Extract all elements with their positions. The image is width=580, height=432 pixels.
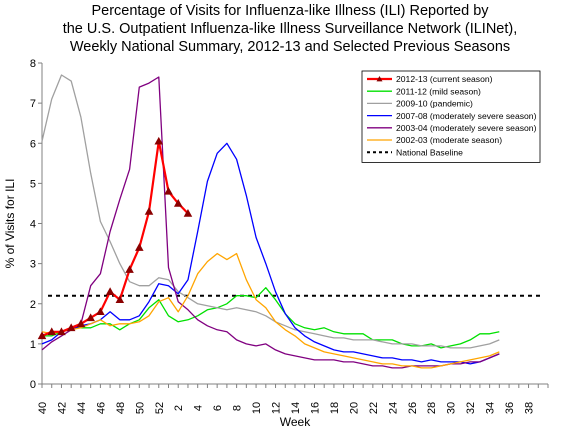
x-tick-label: 22 xyxy=(368,402,380,414)
point-2012-13 xyxy=(105,287,115,295)
x-tick-label: 30 xyxy=(446,402,458,414)
x-axis-label: Week xyxy=(280,415,311,429)
x-tick-label: 18 xyxy=(329,402,341,414)
x-tick-label: 42 xyxy=(56,402,68,414)
legend-label: 2007-08 (moderately severe season) xyxy=(396,111,537,121)
x-tick-label: 48 xyxy=(115,402,127,414)
chart-title-line-2: the U.S. Outpatient Influenza-like Illne… xyxy=(62,21,518,37)
point-2012-13 xyxy=(37,331,47,340)
point-2012-13 xyxy=(96,307,105,316)
point-2012-13 xyxy=(154,136,164,145)
x-tick-label: 44 xyxy=(76,402,88,414)
legend-label: 2009-10 (pandemic) xyxy=(396,99,473,109)
x-tick-label: 34 xyxy=(485,402,497,414)
x-tick-label: 26 xyxy=(407,402,419,414)
x-tick-label: 20 xyxy=(348,402,360,414)
series-line-2007-08 xyxy=(41,142,500,365)
x-tick-label: 28 xyxy=(426,402,438,414)
point-2012-13 xyxy=(164,186,173,195)
point-2012-13 xyxy=(57,327,66,336)
x-tick-label: 12 xyxy=(271,402,283,414)
legend-label: National Baseline xyxy=(396,147,463,157)
series-line-2009-10 xyxy=(41,74,500,349)
legend-label: 2003-04 (moderately severe season) xyxy=(396,123,537,133)
legend-label: 2002-03 (moderate season) xyxy=(396,135,502,145)
point-2012-13 xyxy=(66,323,76,332)
point-2012-13 xyxy=(47,327,57,336)
x-tick-label: 16 xyxy=(309,402,321,414)
series-group xyxy=(37,74,544,369)
y-tick-label: 5 xyxy=(30,178,36,190)
x-tick-label: 6 xyxy=(212,405,224,411)
x-tick-label: 38 xyxy=(524,402,536,414)
y-tick-label: 0 xyxy=(30,379,36,391)
point-2012-13 xyxy=(183,209,193,217)
legend-marker xyxy=(376,76,383,82)
y-tick-label: 1 xyxy=(30,339,36,351)
chart-title-line-1: Percentage of Visits for Influenza-like … xyxy=(91,3,489,19)
y-tick-label: 6 xyxy=(30,138,36,150)
y-tick-label: 2 xyxy=(30,299,36,311)
x-tick-label: 46 xyxy=(95,402,107,414)
x-tick-label: 8 xyxy=(232,405,244,411)
series-line-2003-04 xyxy=(41,76,500,369)
x-tick-label: 36 xyxy=(504,402,516,414)
series-line-2002-03 xyxy=(41,252,500,369)
chart-title-line-3: Weekly National Summary, 2012-13 and Sel… xyxy=(69,39,511,55)
point-2012-13 xyxy=(86,313,95,322)
point-2012-13 xyxy=(173,199,183,207)
legend: 2012-13 (current season) 2011-12 (mild se… xyxy=(361,70,541,163)
legend-box xyxy=(361,70,541,163)
point-2012-13 xyxy=(115,295,125,304)
point-2012-13 xyxy=(135,243,144,251)
y-axis-label: % of Visits for ILI xyxy=(3,179,17,269)
x-tick-label: 40 xyxy=(37,402,49,414)
x-tick-label: 10 xyxy=(251,402,263,414)
y-tick-label: 7 xyxy=(30,98,36,110)
x-tick-label: 2 xyxy=(173,405,185,411)
y-tick-label: 8 xyxy=(30,58,36,70)
legend-label: 2012-13 (current season) xyxy=(396,74,493,84)
point-2012-13 xyxy=(76,319,86,328)
x-tick-label: 50 xyxy=(134,402,146,414)
x-tick-label: 24 xyxy=(387,402,399,414)
point-2012-13 xyxy=(125,265,134,273)
series-line-2012-13 xyxy=(41,140,189,337)
series-line-2011-12 xyxy=(42,287,500,349)
x-tick-label: 4 xyxy=(193,405,205,411)
x-tick-label: 32 xyxy=(465,402,477,414)
y-tick-label: 3 xyxy=(30,259,36,271)
point-2012-13 xyxy=(144,207,154,215)
y-tick-label: 4 xyxy=(30,219,36,231)
x-tick-label: 52 xyxy=(154,402,166,414)
x-tick-label: 14 xyxy=(290,402,302,414)
legend-label: 2011-12 (mild season) xyxy=(396,86,481,96)
